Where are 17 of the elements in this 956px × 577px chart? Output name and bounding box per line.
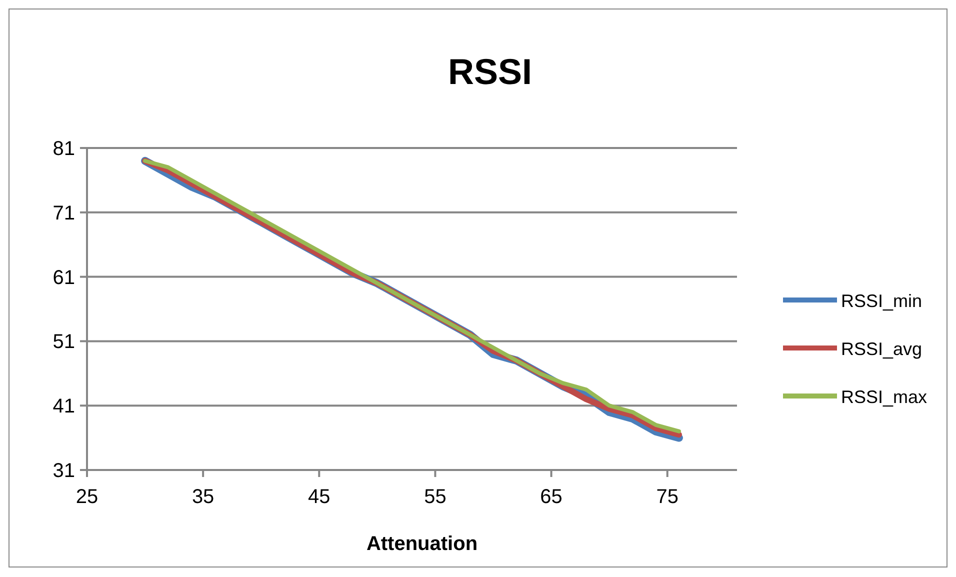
y-tick-label: 51	[52, 331, 75, 354]
legend-label: RSSI_max	[841, 387, 928, 407]
y-tick-label: 61	[52, 266, 75, 289]
x-tick-label: 45	[308, 486, 330, 508]
y-tick-label: 71	[52, 202, 75, 224]
x-axis-title: Attenuation	[366, 533, 478, 555]
y-tick-label: 41	[52, 396, 75, 418]
y-tick-label: 81	[52, 138, 75, 160]
legend-label: RSSI_min	[841, 291, 922, 311]
chart-title: RSSI	[448, 51, 532, 92]
x-tick-label: 65	[540, 486, 562, 508]
legend-label: RSSI_avg	[841, 339, 922, 359]
x-tick-label: 25	[76, 486, 98, 508]
x-tick-label: 75	[656, 486, 678, 508]
x-tick-label: 35	[192, 486, 214, 508]
x-tick-label: 55	[424, 486, 446, 508]
y-tick-label: 31	[52, 460, 75, 482]
